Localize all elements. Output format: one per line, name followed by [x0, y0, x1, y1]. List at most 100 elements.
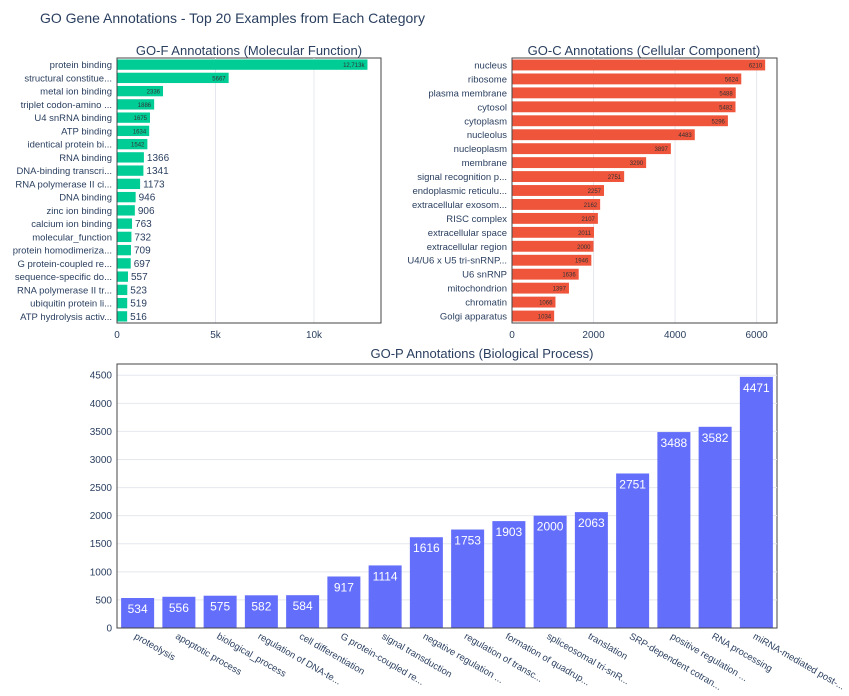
gof-value-label: 709 — [134, 246, 151, 257]
gop-bar — [162, 596, 196, 628]
gof-category-label: U4 snRNA binding — [34, 113, 112, 124]
gop-value-label: 3488 — [661, 436, 688, 450]
gof-value-label: 519 — [130, 299, 147, 310]
gof-category-label: triplet codon-amino ... — [21, 100, 112, 111]
gop-bar — [244, 595, 278, 628]
gof-category-label: identical protein bi... — [28, 140, 113, 151]
goc-category-label: extracellular space — [428, 228, 507, 239]
gop-value-label: 1616 — [413, 541, 440, 555]
goc-xtick-label: 2000 — [582, 330, 605, 341]
gop-ytick-label: 3500 — [90, 427, 113, 438]
goc-value-label: 1946 — [575, 259, 589, 265]
gof-bar — [117, 178, 141, 190]
goc-value-label: 1034 — [538, 315, 552, 321]
gop-bar — [121, 598, 155, 628]
gof-bar — [117, 258, 131, 269]
goc-category-label: signal recognition p... — [417, 172, 507, 183]
gop-bar — [492, 521, 526, 628]
gop-ytick-label: 1000 — [90, 567, 113, 578]
gop-bar — [327, 576, 361, 628]
gof-xtick-label: 5k — [210, 330, 222, 341]
gop-value-label: 2000 — [537, 520, 564, 534]
goc-bar — [512, 226, 594, 238]
gof-bar — [117, 165, 144, 176]
gof-category-label: RNA binding — [59, 153, 112, 164]
gop-bar — [698, 426, 732, 628]
goc-bar — [512, 296, 556, 308]
gop-ytick-label: 0 — [106, 624, 112, 635]
gof-bar — [117, 218, 133, 229]
gof-value-label: 763 — [135, 219, 152, 230]
gof-bar — [117, 85, 164, 97]
goc-category-label: extracellular exosom... — [412, 200, 507, 211]
gop-value-label: 4471 — [743, 381, 770, 395]
gof-bar — [117, 72, 229, 84]
gop-value-label: 582 — [251, 599, 271, 613]
gop-value-label: 3582 — [702, 431, 729, 445]
goc-bar — [512, 157, 647, 169]
gof-bar — [117, 205, 135, 216]
gof-category-label: ATP hydrolysis activ... — [20, 312, 112, 323]
goc-bar — [512, 87, 736, 99]
gof-bar — [117, 244, 131, 256]
gof-bar — [117, 271, 128, 282]
gop-ytick-label: 4000 — [90, 399, 113, 410]
gof-bar — [117, 112, 150, 123]
gop-bar — [409, 537, 443, 628]
gop-ytick-label: 1500 — [90, 539, 113, 550]
gop-bar — [574, 512, 608, 628]
goc-category-label: membrane — [462, 158, 507, 169]
gop-value-label: 2063 — [578, 516, 605, 530]
gop-bar — [739, 376, 773, 628]
gop-value-label: 584 — [293, 599, 313, 613]
gof-value-label: 523 — [130, 285, 147, 296]
goc-category-label: chromatin — [465, 298, 507, 309]
goc-bar — [512, 310, 555, 322]
goc-category-label: plasma membrane — [428, 88, 507, 99]
goc-category-label: endoplasmic reticulu... — [412, 186, 507, 197]
gof-bar — [117, 191, 136, 203]
gof-category-label: protein homodimeriza... — [13, 246, 112, 257]
gof-value-label: 1886 — [138, 103, 152, 109]
goc-value-label: 3897 — [655, 147, 669, 153]
goc-category-label: cytosol — [477, 102, 507, 113]
gof-bar — [117, 152, 144, 163]
goc-value-label: 1066 — [539, 301, 553, 307]
gop-value-label: 575 — [210, 600, 230, 614]
gop-ytick-label: 4500 — [90, 371, 113, 382]
goc-value-label: 5624 — [725, 77, 739, 83]
goc-bar — [512, 129, 695, 141]
goc-value-label: 2162 — [584, 203, 598, 209]
gof-category-label: DNA binding — [59, 193, 112, 204]
goc-value-label: 2000 — [577, 245, 591, 251]
goc-bar — [512, 254, 592, 266]
goc-xtick-label: 6000 — [745, 330, 768, 341]
goc-value-label: 2257 — [588, 189, 602, 195]
gof-category-label: RNA polymerase II ci... — [15, 179, 112, 190]
gof-bar — [117, 311, 128, 322]
gop-category-label: biological_process — [215, 631, 288, 680]
gof-bar — [117, 59, 368, 70]
goc-bar — [512, 282, 569, 294]
gof-value-label: 1366 — [147, 153, 170, 164]
gof-value-label: 1542 — [131, 143, 145, 149]
gof-bar — [117, 297, 128, 309]
goc-value-label: 5296 — [712, 119, 726, 125]
goc-bar — [512, 115, 728, 127]
gop-value-label: 1114 — [373, 569, 398, 583]
goc-category-label: cytoplasm — [464, 116, 507, 127]
gop-value-label: 1903 — [496, 525, 523, 539]
goc-bar — [512, 73, 742, 85]
goc-chart-title: GO-C Annotations (Cellular Component) — [528, 43, 761, 58]
goc-value-label: 1397 — [553, 287, 567, 293]
gop-value-label: 2751 — [619, 477, 646, 491]
goc-category-label: U4/U6 x U5 tri-snRNP... — [407, 256, 507, 267]
goc-category-label: nucleoplasm — [454, 144, 507, 155]
gop-ytick-label: 2000 — [90, 511, 113, 522]
gof-category-label: metal ion binding — [40, 87, 112, 98]
gop-bar — [368, 565, 402, 628]
goc-category-label: ribosome — [468, 74, 507, 85]
gof-value-label: 5667 — [212, 76, 226, 82]
gof-category-label: molecular_function — [32, 232, 112, 243]
goc-value-label: 2011 — [578, 231, 592, 237]
